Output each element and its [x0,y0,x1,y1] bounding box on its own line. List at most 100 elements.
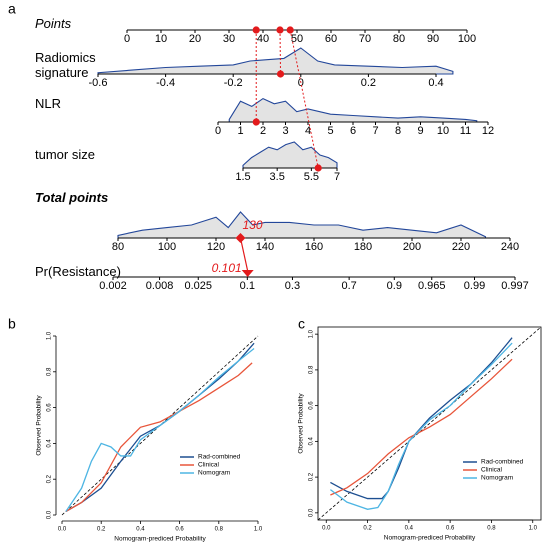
tick-label: 20 [189,33,201,45]
patient-value [314,164,322,172]
tick-label: 140 [256,241,274,253]
y-tick-label: 0.6 [47,403,53,412]
panel-label: b [8,316,16,332]
tick-label: 10 [437,125,449,137]
x-tick-label: 0.4 [136,527,145,533]
tick-label: 0.3 [285,280,300,292]
legend-label: Clinical [481,467,503,474]
x-tick-label: 0.8 [215,527,224,533]
prob-marker [241,270,254,277]
tick-label: 0.997 [501,280,529,292]
x-tick-label: 0.0 [58,527,67,533]
panel-label: c [298,316,305,332]
tick-label: 6 [350,125,356,137]
total-label: 130 [243,218,263,232]
x-tick-label: 0.2 [97,527,106,533]
tick-label: 3.5 [270,171,285,183]
tick-label: 1 [237,125,243,137]
tick-label: 100 [158,241,176,253]
tick-label: 3 [282,125,288,137]
tick-label: 0.2 [361,77,376,89]
total-marker [235,233,246,243]
tick-label: 0 [215,125,221,137]
tick-label: 8 [395,125,401,137]
density [97,47,454,75]
tick-label: 180 [354,241,372,253]
tick-label: 5.5 [304,171,319,183]
tick-label: -0.2 [224,77,243,89]
tick-label: 7 [334,171,340,183]
x-label: Nomogram-prediced Probability [114,536,206,543]
x-tick-label: 0.2 [363,526,372,532]
y-tick-label: 1.0 [309,329,315,338]
tick-label: 160 [305,241,323,253]
y-tick-label: 0.2 [309,472,315,481]
legend-label: Nomogram [198,470,230,477]
calibration-line [329,342,513,510]
tick-label: 9 [417,125,423,137]
link [279,29,282,75]
row-label: Total points [35,190,109,205]
tick-label: 0.008 [146,280,174,292]
y-tick-label: 1.0 [47,331,53,340]
tick-label: 10 [155,33,167,45]
density [117,211,487,239]
tick-label: 5 [327,125,333,137]
y-tick-label: 0.0 [309,508,315,517]
tick-label: 1.5 [235,171,250,183]
y-label: Observed Probability [36,395,43,456]
legend-label: Rad-combined [198,454,241,461]
calibration-line [330,358,513,496]
x-tick-label: 0.8 [487,526,496,532]
tick-label: 90 [427,33,439,45]
y-tick-label: 0.4 [47,439,53,448]
y-tick-label: 0.8 [47,367,53,376]
x-label: Nomogram-prediced Probability [384,535,476,542]
density [242,141,338,169]
tick-label: 60 [325,33,337,45]
tick-label: 11 [460,125,471,137]
tick-label: 0.9 [387,280,402,292]
tick-label: 0.002 [99,280,127,292]
patient-value [252,118,260,126]
link [289,29,319,169]
y-tick-label: 0.4 [309,437,315,446]
y-tick-label: 0.2 [47,474,53,483]
calibration-line [65,348,255,512]
tick-label: 0.025 [184,280,212,292]
tick-label: 120 [207,241,225,253]
tick-label: 50 [291,33,303,45]
tick-label: -0.4 [156,77,175,89]
tick-label: 0.965 [418,280,446,292]
tick-label: 80 [112,241,124,253]
tick-label: 2 [260,125,266,137]
prob-label: 0.101 [212,261,242,275]
tick-label: 240 [501,241,519,253]
row-label: tumor size [35,147,95,162]
ideal-line [317,326,542,521]
panel-label: a [8,1,16,17]
x-tick-label: 0.0 [322,526,331,532]
tick-label: 0.4 [428,77,443,89]
x-tick-label: 0.6 [446,526,455,532]
tick-label: 30 [223,33,235,45]
link [239,237,249,272]
x-tick-label: 1.0 [254,527,263,533]
x-tick-label: 0.4 [405,526,414,532]
calibration-line [65,362,253,512]
legend-label: Rad-combined [481,459,524,466]
tick-label: 0.1 [240,280,255,292]
tick-label: 7 [372,125,378,137]
tick-label: -0.6 [89,77,108,89]
y-tick-label: 0.0 [47,510,53,519]
tick-label: 200 [403,241,421,253]
tick-label: 0.7 [341,280,356,292]
legend-label: Nomogram [481,475,513,482]
row-label: Points [35,16,72,31]
density [228,97,478,123]
row-label: Pr(Resistance) [35,264,121,279]
calibration-line [65,342,255,512]
row-label: Radiomics signature [35,50,96,80]
